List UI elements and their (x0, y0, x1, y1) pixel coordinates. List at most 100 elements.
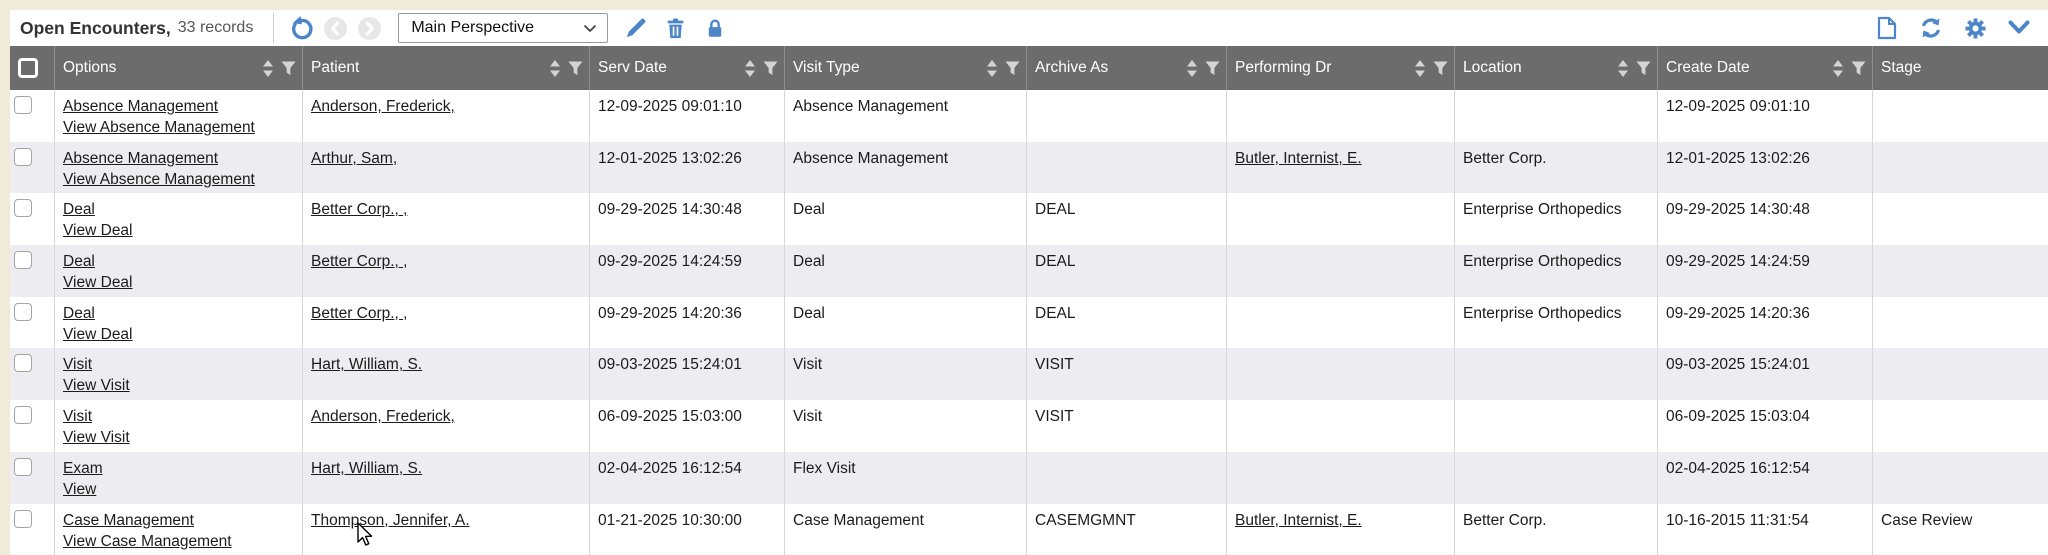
table-row: Deal View Deal Better Corp., , 09-29-202… (10, 245, 2048, 297)
view-encounter-link[interactable]: View Absence Management (63, 170, 255, 188)
refresh-button[interactable] (1918, 15, 1944, 41)
row-checkbox[interactable] (14, 147, 32, 166)
patient-link[interactable]: Better Corp., , (311, 201, 408, 219)
table-row: Deal View Deal Better Corp., , 09-29-202… (10, 193, 2048, 246)
table-row: Exam View Hart, William, S. 02-04-2025 1… (10, 451, 2048, 504)
prev-perspective-button[interactable] (322, 15, 348, 41)
encounter-option-link[interactable]: Deal (63, 201, 95, 219)
filter-icon[interactable] (763, 60, 778, 76)
row-checkbox[interactable] (14, 354, 32, 373)
create-date-cell: 09-29-2025 14:30:48 (1657, 193, 1873, 246)
encounter-option-link[interactable]: Visit (63, 356, 93, 374)
undo-icon (292, 16, 313, 40)
column-header-create_date[interactable]: Create Date (1657, 46, 1873, 90)
view-encounter-link[interactable]: View Visit (63, 377, 130, 395)
page-title: Open Encounters, (20, 17, 171, 38)
location-cell (1454, 348, 1658, 401)
row-checkbox[interactable] (14, 302, 32, 321)
column-header-performing_dr[interactable]: Performing Dr (1226, 46, 1455, 90)
performing-dr-cell (1226, 90, 1455, 142)
performing-dr-cell (1226, 348, 1455, 401)
filter-icon[interactable] (1851, 60, 1866, 76)
sort-icon[interactable] (744, 59, 756, 77)
row-checkbox[interactable] (14, 251, 32, 270)
encounter-option-link[interactable]: Visit (63, 408, 93, 426)
visit-type-cell: Case Management (784, 503, 1027, 555)
archive-as-cell (1026, 90, 1227, 142)
undo-button[interactable] (288, 15, 314, 41)
sort-icon[interactable] (1832, 59, 1844, 77)
patient-link[interactable]: Thompson, Jennifer, A. (311, 511, 470, 529)
chevron-down-bold-icon (2008, 20, 2030, 34)
table-row: Case Management View Case Management Tho… (10, 503, 2048, 555)
column-header-visit_type[interactable]: Visit Type (784, 46, 1027, 90)
sort-icon[interactable] (986, 59, 998, 77)
encounter-option-link[interactable]: Deal (63, 253, 95, 271)
view-encounter-link[interactable]: View Case Management (63, 532, 232, 550)
filter-icon[interactable] (1636, 60, 1651, 76)
filter-icon[interactable] (1205, 60, 1220, 76)
settings-button[interactable] (1962, 15, 1988, 41)
sort-icon[interactable] (262, 59, 274, 77)
create-date-cell: 12-01-2025 13:02:26 (1657, 141, 1873, 194)
trash-icon (667, 18, 684, 38)
filter-icon[interactable] (1005, 60, 1020, 76)
encounter-option-link[interactable]: Case Management (63, 511, 194, 529)
row-checkbox[interactable] (14, 509, 32, 528)
column-header-select[interactable] (10, 46, 55, 90)
sort-icon[interactable] (549, 59, 561, 77)
filter-icon[interactable] (281, 60, 296, 76)
view-encounter-link[interactable]: View Deal (63, 274, 133, 292)
encounter-option-link[interactable]: Exam (63, 459, 103, 477)
patient-link[interactable]: Hart, William, S. (311, 356, 423, 374)
filter-icon[interactable] (1433, 60, 1448, 76)
encounter-option-link[interactable]: Absence Management (63, 149, 219, 167)
patient-link[interactable]: Better Corp., , (311, 253, 408, 271)
sort-icon[interactable] (1414, 59, 1426, 77)
row-checkbox[interactable] (14, 199, 32, 218)
column-header-stage[interactable]: Stage (1872, 46, 2048, 90)
filter-icon[interactable] (568, 60, 583, 76)
column-header-location[interactable]: Location (1454, 46, 1658, 90)
performing-dr-link[interactable]: Butler, Internist, E. (1235, 149, 1362, 167)
next-perspective-button[interactable] (356, 15, 382, 41)
view-encounter-link[interactable]: View Visit (63, 429, 130, 447)
patient-link[interactable]: Anderson, Frederick, (311, 98, 455, 115)
sort-icon[interactable] (1186, 59, 1198, 77)
column-header-archive_as[interactable]: Archive As (1026, 46, 1227, 90)
stage-cell: Case Review (1881, 511, 1973, 529)
patient-cell: Hart, William, S. (302, 451, 590, 504)
collapse-button[interactable] (2006, 15, 2032, 41)
sort-icon[interactable] (1617, 59, 1629, 77)
column-header-serv_date[interactable]: Serv Date (589, 46, 785, 90)
performing-dr-link[interactable]: Butler, Internist, E. (1235, 511, 1362, 529)
perspective-select[interactable]: Main Perspective (398, 13, 609, 43)
patient-link[interactable]: Better Corp., , (311, 304, 408, 322)
select-all-checkbox[interactable] (18, 58, 38, 78)
column-header-patient[interactable]: Patient (302, 46, 590, 90)
archive-as-cell: VISIT (1026, 348, 1227, 401)
row-checkbox[interactable] (14, 406, 32, 425)
serv-date-cell: 01-21-2025 10:30:00 (589, 503, 785, 555)
patient-link[interactable]: Anderson, Frederick, (311, 408, 455, 426)
edit-perspective-button[interactable] (622, 15, 648, 41)
view-encounter-link[interactable]: View Deal (63, 222, 133, 240)
location-cell (1454, 451, 1658, 504)
patient-link[interactable]: Arthur, Sam, (311, 149, 398, 167)
patient-link[interactable]: Hart, William, S. (311, 459, 423, 477)
view-encounter-link[interactable]: View (63, 480, 97, 498)
row-checkbox[interactable] (14, 96, 32, 114)
new-document-button[interactable] (1874, 15, 1900, 41)
options-cell: Case Management View Case Management (54, 503, 303, 555)
view-encounter-link[interactable]: View Deal (63, 325, 133, 343)
create-date-cell: 12-09-2025 09:01:10 (1657, 90, 1873, 142)
column-header-options[interactable]: Options (54, 46, 303, 90)
view-encounter-link[interactable]: View Absence Management (63, 119, 255, 136)
encounter-option-link[interactable]: Deal (63, 304, 95, 322)
column-label: Patient (311, 59, 360, 76)
delete-perspective-button[interactable] (662, 15, 688, 41)
performing-dr-cell (1226, 193, 1455, 246)
lock-perspective-button[interactable] (702, 15, 728, 41)
encounter-option-link[interactable]: Absence Management (63, 98, 219, 115)
row-checkbox[interactable] (14, 457, 32, 476)
